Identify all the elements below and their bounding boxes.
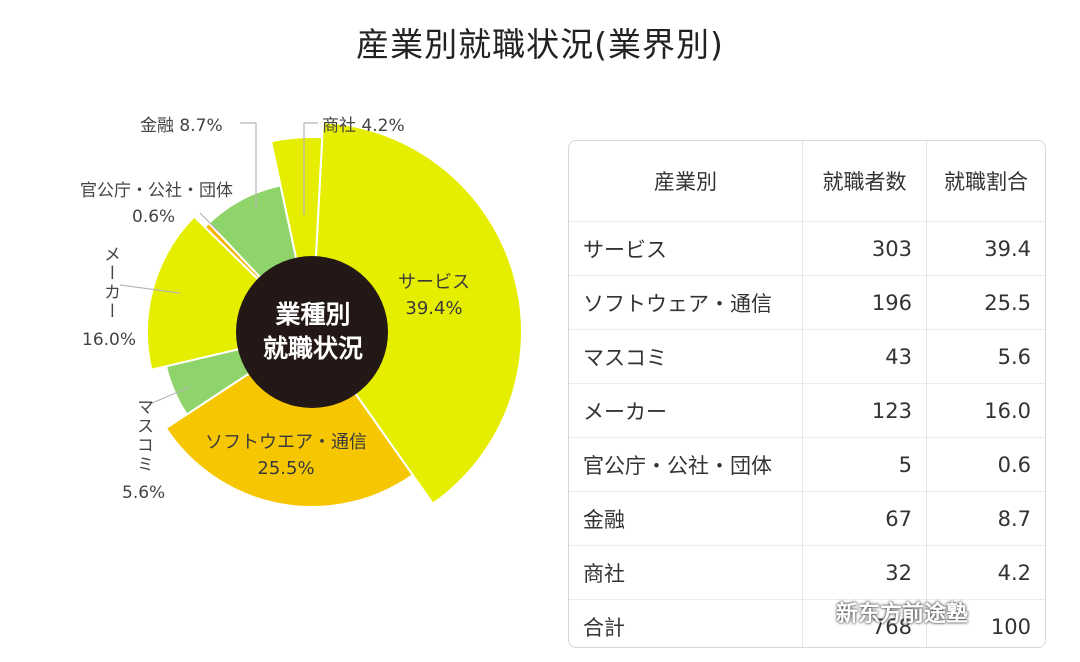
label-software: ソフトウエア・通信 25.5% — [205, 430, 367, 482]
cell-count: 67 — [802, 491, 927, 546]
cell-industry: 商社 — [569, 545, 803, 600]
cell-ratio: 4.2 — [926, 545, 1045, 600]
data-table-card: 産業別 就職者数 就職割合 サービス 303 39.4 ソフトウェア・通信 196 25.… — [568, 140, 1046, 648]
cell-ratio: 100 — [926, 599, 1045, 647]
cell-industry: 合計 — [569, 599, 803, 647]
cell-count: 43 — [802, 329, 927, 384]
label-shosha: 商社 4.2% — [322, 116, 405, 136]
label-masukomi: マスコミ — [133, 398, 153, 474]
pie-center-line1: 業種別 — [275, 300, 351, 329]
label-service: サービス 39.4% — [398, 270, 470, 322]
cell-industry: メーカー — [569, 383, 803, 438]
cell-industry: ソフトウェア・通信 — [569, 275, 803, 330]
leader-kinyu — [240, 122, 257, 207]
label-service-pct: 39.4% — [405, 298, 463, 320]
label-software-name: ソフトウエア・通信 — [205, 432, 367, 453]
cell-count: 123 — [802, 383, 927, 438]
table-row: 商社 32 4.2 — [569, 545, 1045, 600]
col-header-industry: 産業別 — [654, 170, 717, 194]
cell-industry: 官公庁・公社・団体 — [569, 437, 803, 492]
table-header-row: 産業別 就職者数 就職割合 — [569, 141, 1045, 222]
watermark-text: 新东方前途塾 — [836, 602, 969, 627]
cell-ratio: 39.4 — [926, 221, 1045, 276]
cell-ratio: 8.7 — [926, 491, 1045, 546]
cell-industry: マスコミ — [569, 329, 803, 384]
cell-count: 768 — [802, 599, 927, 647]
table-row: サービス 303 39.4 — [569, 221, 1045, 276]
leader-maker — [119, 284, 181, 294]
cell-count: 32 — [802, 545, 927, 600]
table-row: マスコミ 43 5.6 — [569, 329, 1045, 384]
table-row: 官公庁・公社・団体 5 0.6 — [569, 437, 1045, 492]
pie-center-label: 業種別 就職状況 — [240, 298, 386, 366]
cell-ratio: 5.6 — [926, 329, 1045, 384]
pie-center — [236, 256, 388, 408]
label-kinyu: 金融 8.7% — [140, 116, 223, 136]
table-row: メーカー 123 16.0 — [569, 383, 1045, 438]
label-masukomi-pct: 5.6% — [122, 483, 166, 503]
data-table: 産業別 就職者数 就職割合 サービス 303 39.4 ソフトウェア・通信 196 25.… — [569, 141, 1045, 647]
pie-chart — [119, 121, 523, 509]
label-maker: メーカー — [100, 245, 120, 321]
cell-industry: 金融 — [569, 491, 803, 546]
col-header-ratio: 就職割合 — [926, 141, 1045, 222]
label-maker-pct: 16.0% — [82, 330, 137, 350]
leader-masukomi — [151, 386, 191, 404]
table-row: 合計 768 100 — [569, 599, 1045, 647]
pie-center-line2: 就職状況 — [262, 333, 363, 363]
label-service-name: サービス — [398, 272, 470, 293]
pie-slice — [164, 330, 415, 509]
cell-ratio: 0.6 — [926, 437, 1045, 492]
cell-industry: サービス — [569, 221, 803, 276]
cell-count: 196 — [802, 275, 927, 330]
table-row: 金融 67 8.7 — [569, 491, 1045, 546]
chart-title: 産業別就職状況(業界別) — [356, 25, 724, 64]
label-software-pct: 25.5% — [257, 458, 315, 480]
leader-shosha — [303, 122, 318, 215]
cell-count: 5 — [802, 437, 927, 492]
cell-ratio: 16.0 — [926, 383, 1045, 438]
label-kankocho: 官公庁・公社・団体 — [80, 181, 233, 201]
col-header-count: 就職者数 — [802, 141, 927, 222]
leader-kankocho — [199, 212, 221, 234]
cell-ratio: 25.5 — [926, 275, 1045, 330]
cell-count: 303 — [802, 221, 927, 276]
label-kankocho-pct: 0.6% — [132, 207, 176, 227]
pie-slice — [310, 121, 523, 506]
table-row: ソフトウェア・通信 196 25.5 — [569, 275, 1045, 330]
